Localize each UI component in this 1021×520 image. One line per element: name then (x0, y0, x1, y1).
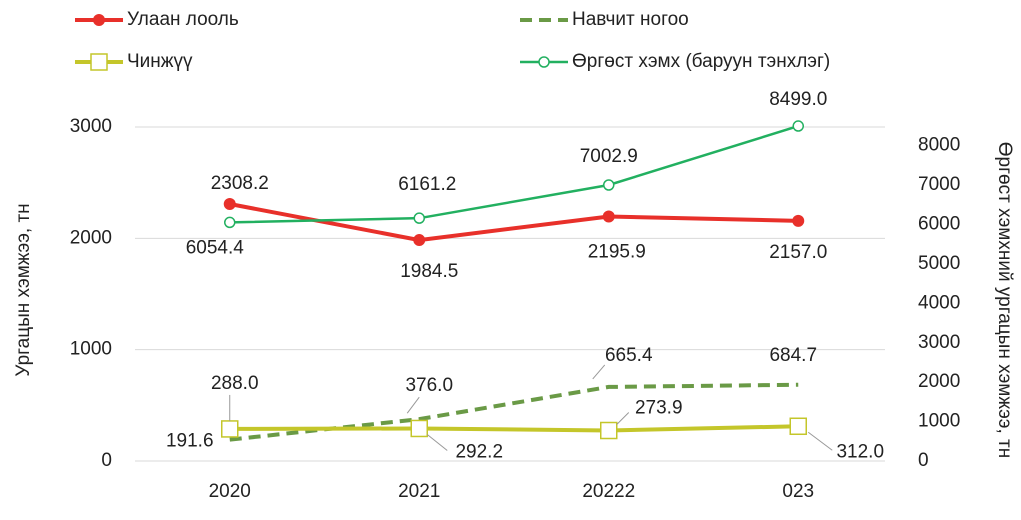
legend-marker (538, 56, 550, 68)
data-label: 2195.9 (588, 242, 646, 263)
y2-axis-label: Өргөст хэмхний ургацын хэмжээ, тн (994, 142, 1015, 458)
data-label: 6161.2 (398, 174, 456, 195)
data-label: 273.9 (635, 398, 683, 419)
marker (792, 214, 805, 227)
data-label: 8499.0 (769, 89, 827, 110)
marker (603, 179, 615, 191)
y-tick-label: 1000 (70, 339, 112, 360)
x-tick-label: 2020 (209, 481, 251, 502)
y2-tick-label: 0 (918, 450, 929, 471)
data-label: 312.0 (836, 441, 884, 462)
legend-label: Навчит ногоо (572, 9, 689, 30)
y2-tick-label: 7000 (918, 174, 960, 195)
legend-label: Өргөст хэмх (баруун тэнхлэг) (572, 51, 830, 72)
y2-tick-label: 5000 (918, 253, 960, 274)
marker (413, 234, 426, 247)
data-label: 191.6 (166, 431, 214, 452)
marker (792, 120, 804, 132)
data-label: 6054.4 (186, 237, 245, 258)
leader-line (807, 431, 833, 451)
marker (413, 212, 425, 224)
y2-tick-label: 8000 (918, 135, 960, 156)
leader-line (426, 434, 448, 451)
marker (223, 198, 236, 211)
leader-line (616, 412, 630, 425)
marker (224, 216, 236, 229)
data-label: 2308.2 (211, 173, 269, 194)
y-tick-label: 3000 (70, 116, 112, 137)
y2-tick-label: 6000 (918, 214, 960, 235)
x-tick-label: 023 (782, 481, 814, 502)
data-label: 684.7 (769, 345, 817, 366)
y-tick-label: 0 (101, 450, 112, 471)
series-line (229, 424, 799, 433)
legend-marker (93, 14, 105, 26)
data-label: 376.0 (405, 375, 453, 396)
y2-tick-label: 4000 (918, 292, 960, 313)
series-line (229, 202, 799, 243)
y-tick-label: 2000 (70, 227, 112, 248)
data-label: 292.2 (455, 441, 503, 462)
y-axis-label: Ургацын хэмжээ, тн (13, 203, 34, 376)
data-label: 288.0 (211, 373, 259, 394)
data-label: 1984.5 (400, 261, 458, 282)
marker (602, 210, 615, 223)
y2-tick-label: 2000 (918, 371, 960, 392)
marker (221, 420, 239, 438)
marker (789, 417, 807, 436)
legend-label: Улаан лооль (127, 9, 239, 30)
x-tick-label: 20222 (582, 481, 635, 502)
data-label: 665.4 (605, 345, 653, 366)
legend-marker (90, 53, 108, 71)
leader-line (406, 396, 420, 414)
x-tick-label: 2021 (398, 481, 440, 502)
marker (600, 421, 618, 440)
y2-tick-label: 3000 (918, 332, 960, 353)
data-label: 7002.9 (580, 146, 638, 167)
data-label: 2157.0 (769, 242, 827, 263)
leader-line (592, 364, 606, 380)
marker (410, 419, 428, 438)
legend-label: Чинжүү (127, 51, 193, 72)
series-line (229, 124, 799, 224)
y2-tick-label: 1000 (918, 411, 960, 432)
